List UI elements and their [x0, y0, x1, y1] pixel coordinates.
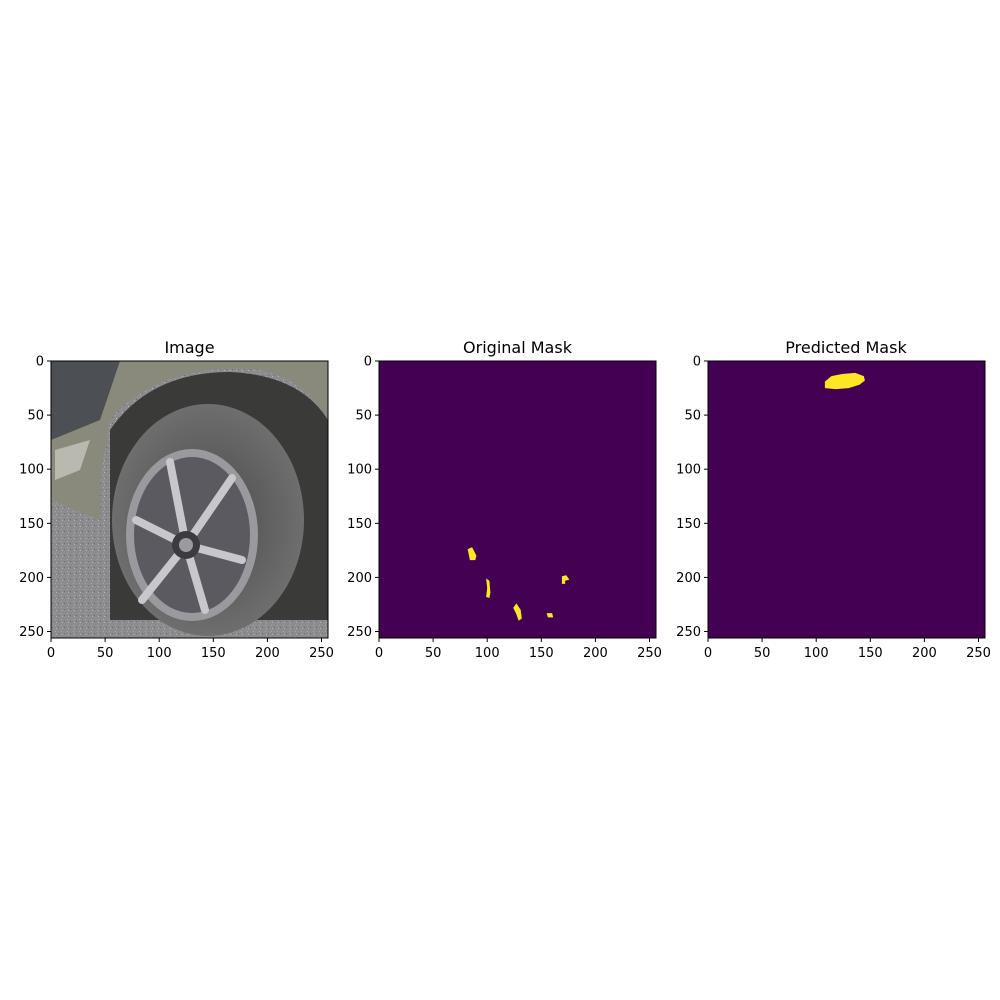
mask-region-5 — [561, 575, 570, 584]
x-tick-label: 150 — [201, 646, 226, 661]
y-tick-label: 150 — [676, 517, 701, 532]
x-tick-label: 250 — [309, 646, 334, 661]
x-tick-label: 250 — [966, 646, 991, 661]
x-tick-label: 100 — [147, 646, 172, 661]
y-tick-label: 250 — [676, 625, 701, 640]
y-tick-label: 150 — [19, 517, 44, 532]
y-tick-label: 0 — [364, 355, 372, 370]
panel-original-mask: Original Mask 0 50 100 150 200 25005010015020… — [347, 338, 662, 661]
panel-original-mask-title: Original Mask — [463, 338, 573, 357]
y-tick-label: 250 — [347, 625, 372, 640]
panel-predicted-mask-title: Predicted Mask — [785, 338, 907, 357]
y-tick-label: 200 — [19, 571, 44, 586]
y-tick-label: 200 — [676, 571, 701, 586]
predicted-mask-background — [708, 361, 985, 638]
y-tick-label: 0 — [693, 355, 701, 370]
mask-region-3 — [513, 603, 522, 621]
mask-region-1 — [467, 547, 477, 561]
x-tick-label: 200 — [912, 646, 937, 661]
y-tick-label: 100 — [19, 463, 44, 478]
x-tick-label: 150 — [529, 646, 554, 661]
predicted-mask-regions — [824, 372, 865, 390]
y-tick-label: 50 — [684, 409, 701, 424]
y-tick-label: 50 — [27, 409, 44, 424]
x-tick-label: 0 — [47, 646, 55, 661]
y-tick-label: 150 — [347, 517, 372, 532]
mask-region-1 — [824, 372, 865, 390]
y-tick-label: 0 — [36, 355, 44, 370]
x-tick-label: 50 — [97, 646, 114, 661]
x-tick-label: 150 — [858, 646, 883, 661]
x-tick-label: 0 — [375, 646, 383, 661]
y-tick-label: 200 — [347, 571, 372, 586]
y-tick-label: 100 — [347, 463, 372, 478]
x-tick-label: 50 — [754, 646, 771, 661]
x-tick-label: 250 — [637, 646, 662, 661]
original-mask-regions — [467, 547, 570, 621]
mask-region-4 — [546, 613, 554, 618]
car-wheel-photo — [51, 361, 328, 638]
x-tick-label: 100 — [804, 646, 829, 661]
x-tick-label: 50 — [425, 646, 442, 661]
x-tick-label: 100 — [475, 646, 500, 661]
panel-predicted-mask: Predicted Mask 0 50 100 150 200 2500501001502… — [676, 338, 991, 661]
x-tick-label: 200 — [255, 646, 280, 661]
x-tick-label: 0 — [704, 646, 712, 661]
y-tick-label: 100 — [676, 463, 701, 478]
original-mask-background — [379, 361, 656, 638]
mask-region-2 — [486, 578, 491, 598]
x-tick-label: 200 — [583, 646, 608, 661]
panel-image-title: Image — [164, 338, 214, 357]
y-tick-label: 50 — [355, 409, 372, 424]
y-tick-label: 250 — [19, 625, 44, 640]
